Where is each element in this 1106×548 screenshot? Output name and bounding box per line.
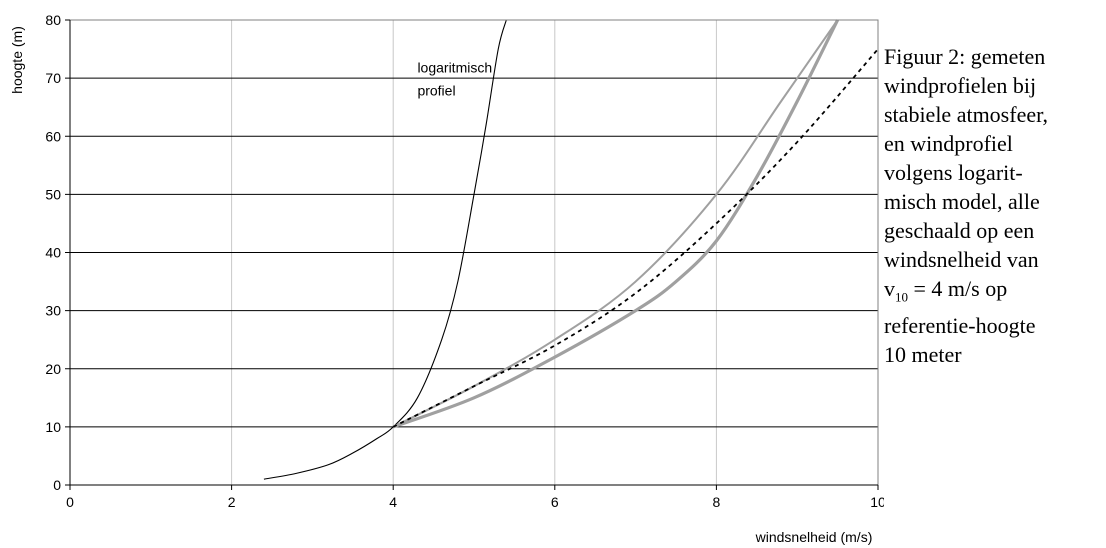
y-tick-label: 60 [45,128,61,144]
caption-line: referentie-hoogte [884,313,1036,339]
caption-line: geschaald op een [884,218,1035,243]
figure-caption: Figuur 2: gemeten windprofielen bij stabie… [884,42,1104,369]
series-line-2 [392,19,839,428]
caption-line: misch model, alle [884,189,1040,214]
series-line-1 [263,19,507,480]
x-tick-label: 0 [66,494,74,510]
series-line-3 [392,19,840,429]
y-tick-label: 0 [53,477,61,493]
series-layer [263,19,879,480]
x-tick-label: 10 [870,494,884,510]
caption-line: Figuur 2: gemeten [884,44,1046,69]
axes [65,19,879,490]
curve-annotation: logaritmisch [417,59,492,75]
series-line-4 [392,48,879,428]
caption-line: v10 = 4 m/s op [884,276,1008,305]
y-tick-label: 80 [45,12,61,28]
wind-profile-chart: 0 10 20 30 40 50 60 70 80 0 2 4 6 8 10 windsnelheid (m/… [9,12,884,545]
caption-subscript: 10 [895,289,908,305]
caption-line: stabiele atmosfeer, [884,102,1049,127]
curve-annotation: profiel [417,83,455,99]
caption-line: windprofielen bij [884,73,1037,98]
caption-line: en windprofiel [884,131,1013,156]
caption-line: volgens logarit- [884,160,1023,185]
y-tick-label: 50 [45,186,61,202]
x-tick-label: 8 [713,494,721,510]
y-axis-title: hoogte (m) [9,26,25,94]
y-tick-label: 20 [45,361,61,377]
y-tick-label: 40 [45,245,61,261]
caption-line: 10 meter [884,342,962,368]
x-tick-label: 6 [551,494,559,510]
y-tick-label: 70 [45,70,61,86]
x-tick-label: 2 [228,494,236,510]
caption-line: windsnelheid van [884,247,1039,272]
y-tick-label: 10 [45,419,61,435]
x-tick-label: 4 [389,494,397,510]
x-axis-title: windsnelheid (m/s) [755,529,873,545]
grid [70,20,878,485]
labels: 0 10 20 30 40 50 60 70 80 0 2 4 6 8 10 windsnelheid (m/… [9,12,884,545]
y-tick-label: 30 [45,303,61,319]
